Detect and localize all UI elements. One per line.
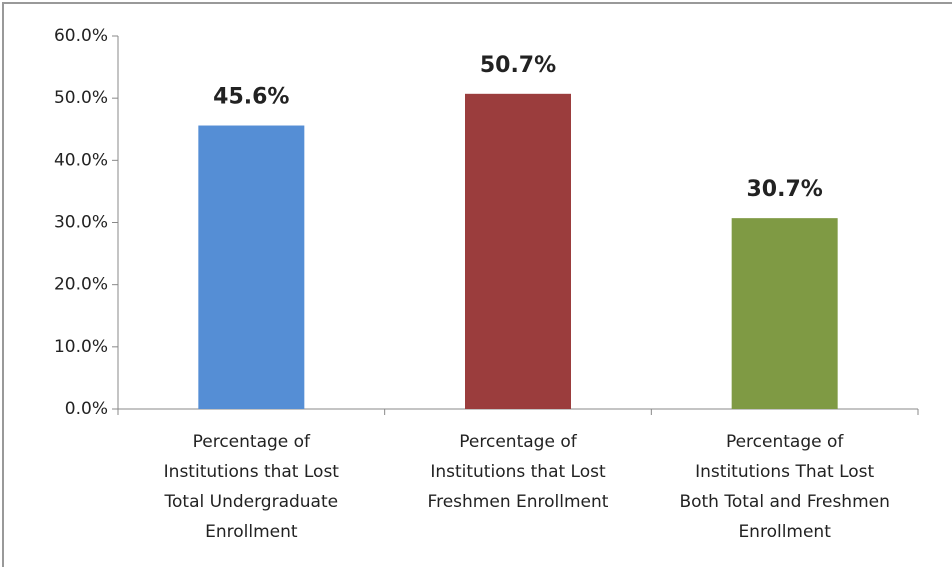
y-tick-label: 0.0% <box>65 399 108 419</box>
value-label: 30.7% <box>747 177 823 202</box>
y-tick-label: 40.0% <box>54 150 108 170</box>
bar <box>731 218 838 409</box>
value-label: 50.7% <box>480 53 556 78</box>
x-tick-label: Percentage of Institutions That Lost Both … <box>679 432 889 542</box>
x-tick-label: Percentage of Institutions that Lost Fresh… <box>428 432 609 512</box>
bar <box>198 125 305 410</box>
y-tick-label: 50.0% <box>54 88 108 108</box>
y-tick-label: 20.0% <box>54 275 108 295</box>
bar <box>465 93 571 409</box>
y-tick-label: 60.0% <box>54 26 108 46</box>
y-tick-label: 10.0% <box>54 337 108 357</box>
x-tick-label: Percentage of Institutions that Lost Total… <box>164 432 340 542</box>
value-label: 45.6% <box>213 85 289 110</box>
y-tick-label: 30.0% <box>54 213 108 233</box>
